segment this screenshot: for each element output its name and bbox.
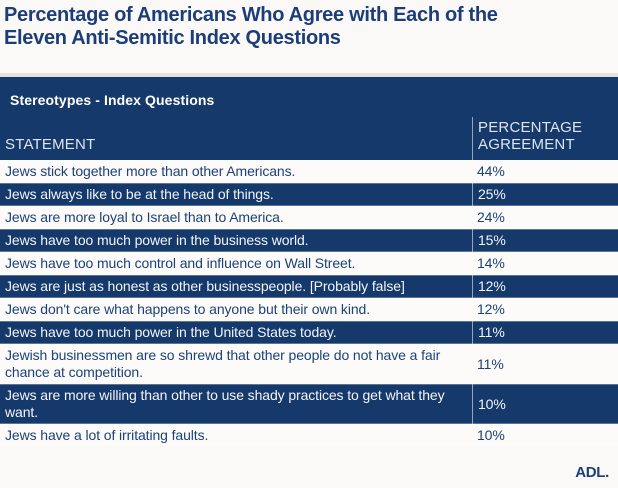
percentage-cell: 12% [472, 275, 618, 298]
table-row: Jews have too much control and influence… [0, 252, 618, 275]
page-title: Percentage of Americans Who Agree with E… [4, 4, 614, 50]
percentage-cell: 15% [472, 229, 618, 252]
table-row: Jews have a lot of irritating faults. 10… [0, 424, 618, 447]
table-section-title: Stereotypes - Index Questions [10, 92, 215, 108]
table-row: Jews don't care what happens to anyone b… [0, 298, 618, 321]
percentage-cell: 10% [472, 384, 618, 424]
table-row: Jews stick together more than other Amer… [0, 160, 618, 183]
table-row: Jews are just as honest as other busines… [0, 275, 618, 298]
statement-cell: Jews are more willing than other to use … [5, 387, 445, 420]
percentage-cell: 24% [477, 209, 505, 225]
statement-cell: Jews always like to be at the head of th… [5, 186, 274, 202]
statement-cell: Jews have a lot of irritating faults. [5, 427, 209, 443]
statement-cell: Jews are more loyal to Israel than to Am… [5, 209, 284, 225]
percentage-cell: 11% [477, 355, 504, 372]
page-title-line1: Percentage of Americans Who Agree with E… [4, 4, 498, 26]
statement-cell: Jews are just as honest as other busines… [5, 278, 405, 294]
table-row: Jews always like to be at the head of th… [0, 183, 618, 206]
table-row: Jews are more willing than other to use … [0, 384, 618, 424]
page-title-line2: Eleven Anti-Semitic Index Questions [4, 27, 341, 49]
percentage-cell: 11% [472, 321, 618, 344]
statement-cell: Jewish businessmen are so shrewd that ot… [5, 347, 441, 380]
statement-cell: Jews have too much power in the business… [5, 232, 309, 248]
column-header-percentage: PERCENTAGE AGREEMENT [472, 117, 618, 160]
table-row: Jews have too much power in the business… [0, 229, 618, 252]
percentage-cell: 44% [477, 163, 505, 179]
percentage-cell: 14% [477, 255, 505, 271]
statement-cell: Jews have too much control and influence… [5, 255, 356, 271]
column-header-statement: STATEMENT [5, 136, 96, 153]
statement-cell: Jews have too much power in the United S… [5, 324, 337, 340]
divider-line [0, 73, 618, 77]
table-row: Jewish businessmen are so shrewd that ot… [0, 344, 618, 384]
table-row: Jews are more loyal to Israel than to Am… [0, 206, 618, 229]
statement-cell: Jews stick together more than other Amer… [5, 163, 296, 179]
percentage-cell: 25% [472, 183, 618, 206]
table-row: Jews have too much power in the United S… [0, 321, 618, 344]
table-header: Stereotypes - Index Questions STATEMENT … [0, 77, 618, 160]
stereotypes-table: Stereotypes - Index Questions STATEMENT … [0, 77, 618, 447]
column-header-row: STATEMENT PERCENTAGE AGREEMENT [0, 117, 618, 160]
adl-logo: ADL. [575, 464, 609, 481]
percentage-cell: 10% [477, 427, 505, 443]
percentage-cell: 12% [477, 301, 505, 317]
statement-cell: Jews don't care what happens to anyone b… [5, 301, 370, 317]
